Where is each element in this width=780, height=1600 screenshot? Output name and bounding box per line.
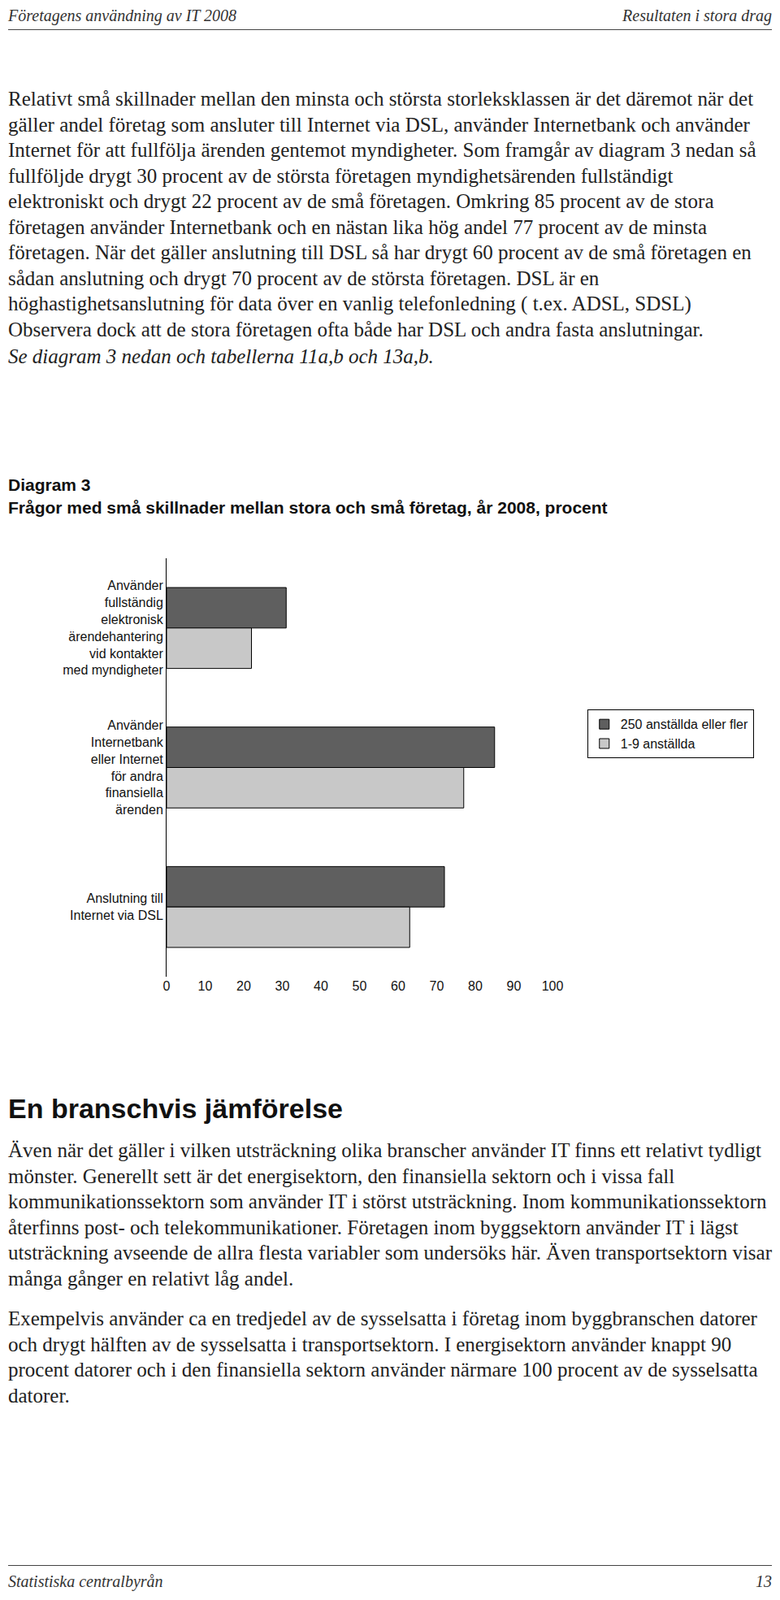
svg-text:60: 60 — [390, 979, 406, 993]
svg-text:20: 20 — [236, 979, 252, 993]
html-text:Statistiska centralbyrån: Statistiska centralbyrån — [8, 1572, 163, 1591]
svg-text:50: 50 — [352, 979, 368, 993]
html-text:Exempelvis använder ca en tred: Exempelvis använder ca en tredjedel av d… — [8, 1307, 758, 1407]
svg-text:90: 90 — [507, 979, 522, 993]
html-text:Relativt små skillnader mellan: Relativt små skillnader mellan den minst… — [8, 87, 757, 341]
html-text:13: 13 — [755, 1572, 772, 1591]
html-text:Även när det gäller i vilken u: Även när det gäller i vilken utsträcknin… — [8, 1139, 772, 1290]
svg-text:10: 10 — [198, 979, 213, 993]
svg-text:1-9 anställda: 1-9 anställda — [620, 736, 696, 751]
svg-text:80: 80 — [468, 979, 483, 993]
html-text:Frågor med små skillnader mell: Frågor med små skillnader mellan stora o… — [8, 498, 608, 517]
svg-text:40: 40 — [313, 979, 329, 993]
svg-text:30: 30 — [275, 979, 291, 993]
html-text:Resultaten i stora drag: Resultaten i stora drag — [622, 6, 772, 25]
html-text:Se diagram 3 nedan och tabelle: Se diagram 3 nedan och tabellerna 11a,b … — [8, 345, 434, 368]
svg-text:Anslutning tillInternet via DS: Anslutning tillInternet via DSL — [69, 891, 164, 923]
html-text:Diagram 3: Diagram 3 — [8, 475, 91, 494]
html-text:En branschvis jämförelse: En branschvis jämförelse — [8, 1092, 343, 1124]
svg-text:AnvänderInternetbankeller Inte: AnvänderInternetbankeller Internetför an… — [91, 718, 165, 817]
svg-text:100: 100 — [541, 979, 564, 993]
svg-text:Använderfullständigelektronisk: Använderfullständigelektroniskärendehant… — [62, 578, 165, 677]
html-text:Företagens användning av IT 20: Företagens användning av IT 2008 — [8, 6, 237, 25]
svg-text:0: 0 — [163, 979, 171, 993]
svg-text:70: 70 — [429, 979, 445, 993]
svg-text:250 anställda eller fler: 250 anställda eller fler — [620, 717, 749, 732]
